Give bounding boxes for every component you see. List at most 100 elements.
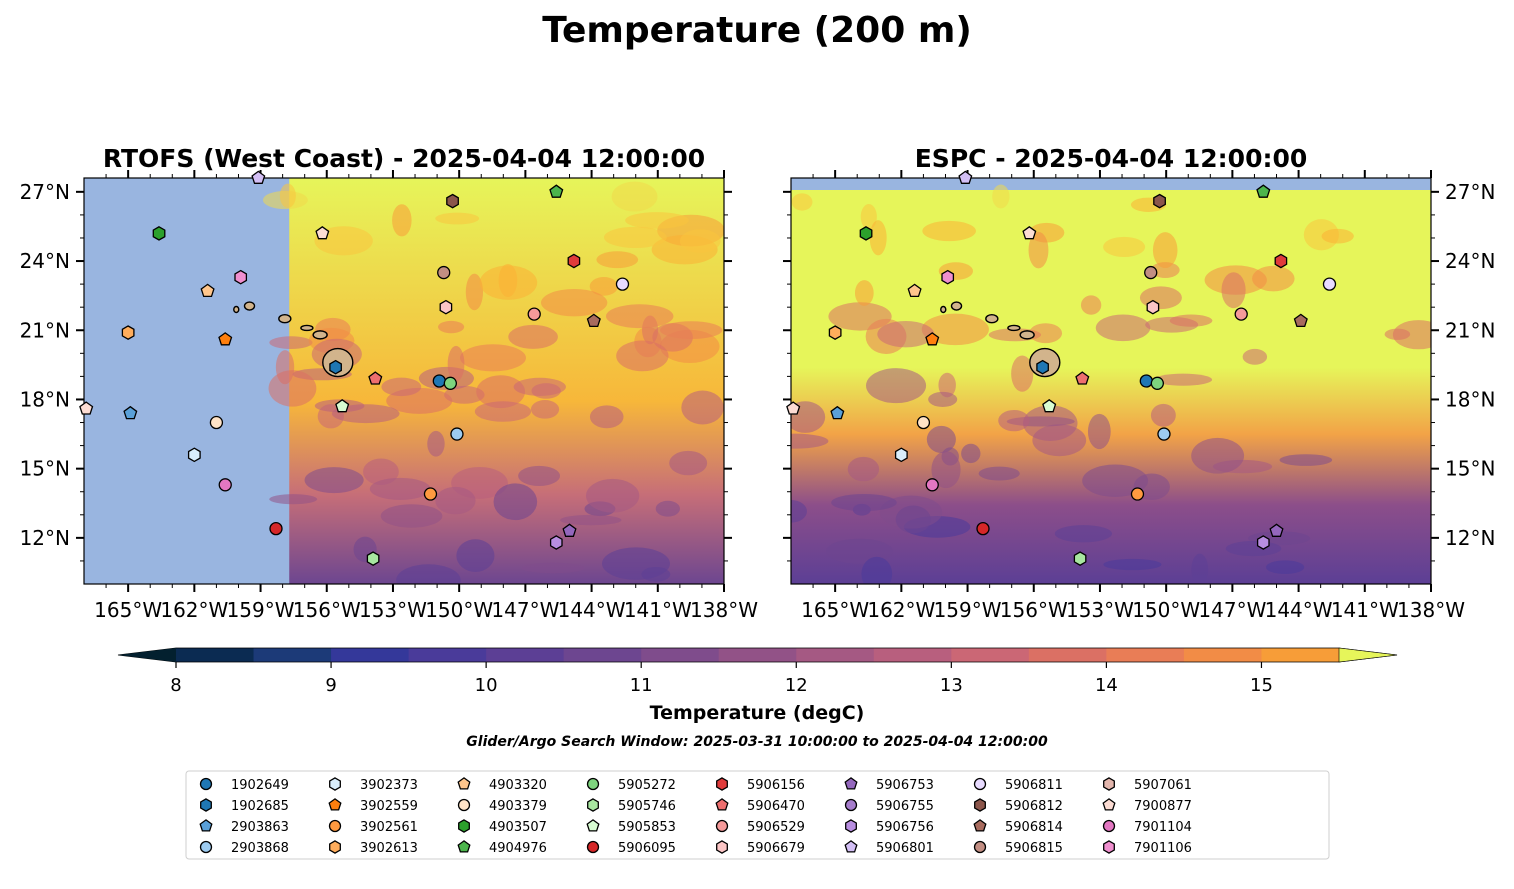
contour-patch bbox=[1384, 328, 1411, 340]
x-tick-label: 150°W bbox=[425, 598, 493, 622]
colorbar-tick-label: 13 bbox=[940, 675, 963, 696]
legend-item: 3902373 bbox=[329, 777, 418, 793]
contour-patch bbox=[1279, 454, 1333, 466]
legend-item: 4904976 bbox=[457, 840, 547, 856]
colorbar-tick-label: 15 bbox=[1250, 675, 1273, 696]
contour-patch bbox=[396, 564, 461, 584]
island bbox=[233, 305, 240, 314]
legend-item: 5906815 bbox=[973, 840, 1063, 856]
map-rtofs bbox=[84, 178, 724, 584]
legend-label: 5906756 bbox=[876, 820, 934, 835]
island bbox=[950, 301, 963, 311]
legend-marker bbox=[845, 819, 857, 833]
float-marker-5906814 bbox=[1293, 313, 1308, 328]
contour-patch bbox=[596, 251, 639, 269]
colorbar-ticks: 8 9 10 11 12 13 14 15 bbox=[170, 662, 1273, 696]
legend-marker bbox=[586, 777, 600, 791]
contour-patch bbox=[978, 466, 1020, 481]
float-marker-7901104 bbox=[925, 478, 939, 492]
y-tick-label: 18°N bbox=[1445, 387, 1495, 411]
float-marker-5906679 bbox=[439, 299, 453, 315]
contour-patch bbox=[641, 566, 671, 582]
legend-label: 5906529 bbox=[747, 820, 805, 835]
contour-patch bbox=[847, 456, 880, 482]
colorbar-segment bbox=[563, 648, 642, 662]
contour-patch bbox=[381, 377, 422, 397]
legend-label: 3902561 bbox=[360, 820, 418, 835]
axis-ticks: 165°W162°W159°W156°W153°W150°W147°W144°W… bbox=[20, 170, 758, 622]
contour-patch bbox=[1191, 553, 1209, 584]
colorbar-extend-high bbox=[1338, 647, 1398, 663]
float-marker-5906470 bbox=[1075, 371, 1090, 385]
float-marker-7901106 bbox=[941, 269, 955, 285]
contour-patch bbox=[1103, 236, 1146, 258]
contour-patch bbox=[540, 288, 608, 317]
float-marker-5906470 bbox=[368, 371, 383, 385]
contour-patch bbox=[679, 229, 721, 253]
float-marker-3902561 bbox=[1130, 487, 1145, 501]
contour-patch bbox=[928, 391, 958, 407]
float-marker-5906812 bbox=[1153, 193, 1166, 209]
colorbar-segment bbox=[873, 648, 952, 662]
y-tick-label: 24°N bbox=[20, 249, 70, 273]
legend: 1902649 1902685 2903863 2903868 3902373 39025… bbox=[185, 770, 1330, 860]
contour-patch bbox=[435, 212, 480, 225]
legend-marker bbox=[1103, 777, 1115, 791]
legend-marker bbox=[715, 819, 729, 833]
x-tick-label: 138°W bbox=[690, 598, 758, 622]
float-marker-5905272 bbox=[443, 376, 457, 390]
contour-patch bbox=[380, 504, 443, 528]
contour-patch bbox=[476, 375, 526, 409]
legend-label: 4904976 bbox=[489, 841, 547, 856]
legend-marker bbox=[328, 819, 342, 833]
legend-label: 4903320 bbox=[489, 778, 547, 793]
legend-marker bbox=[716, 840, 728, 854]
legend-marker bbox=[458, 819, 470, 833]
contour-patch bbox=[369, 477, 431, 501]
float-marker-4903320 bbox=[200, 283, 215, 298]
y-tick-label: 15°N bbox=[1445, 457, 1495, 481]
island bbox=[940, 305, 947, 314]
float-marker-2903868 bbox=[450, 427, 464, 441]
legend-item: 7900877 bbox=[1102, 798, 1192, 814]
legend-frame bbox=[185, 770, 1330, 860]
legend-item: 5906095 bbox=[586, 840, 676, 856]
contour-patch bbox=[363, 458, 399, 485]
x-tick-label: 156°W bbox=[1000, 598, 1068, 622]
contour-patch bbox=[861, 556, 893, 584]
float-marker-5906679 bbox=[1146, 299, 1160, 315]
float-marker-5906529 bbox=[527, 307, 541, 321]
legend-label: 5905746 bbox=[618, 799, 676, 814]
contour-patch bbox=[279, 183, 296, 208]
contour-patch bbox=[998, 409, 1030, 432]
float-marker-5906756 bbox=[1256, 535, 1270, 550]
contour-patch bbox=[604, 226, 667, 249]
map-espc bbox=[791, 178, 1431, 584]
panel-espc: ESPC - 2025-04-04 12:00:00 165°W162°W159… bbox=[783, 144, 1495, 622]
contour-patch bbox=[1054, 525, 1113, 543]
legend-marker bbox=[973, 819, 987, 832]
contour-patch bbox=[854, 280, 874, 306]
contour-patch bbox=[625, 212, 689, 229]
colorbar-segment bbox=[253, 648, 332, 662]
colorbar-extend-low bbox=[118, 648, 176, 662]
island bbox=[300, 324, 314, 332]
x-tick-label: 153°W bbox=[359, 598, 427, 622]
y-tick-label: 27°N bbox=[1445, 180, 1495, 204]
contour-patch bbox=[938, 372, 956, 398]
y-tick-label: 15°N bbox=[20, 457, 70, 481]
contour-patch bbox=[860, 204, 877, 230]
contour-patch bbox=[1080, 295, 1102, 315]
float-marker-7900877 bbox=[1022, 225, 1037, 240]
legend-item: 5906812 bbox=[974, 798, 1063, 814]
axes-frame bbox=[83, 177, 725, 585]
contour-patch bbox=[791, 433, 829, 449]
legend-item: 5906801 bbox=[844, 840, 934, 856]
colorbar-segment bbox=[1028, 648, 1107, 662]
contour-patch bbox=[1191, 437, 1245, 474]
legend-label: 5906814 bbox=[1005, 820, 1063, 835]
colorbar-segment bbox=[408, 648, 487, 662]
x-tick-label: 159°W bbox=[227, 598, 295, 622]
contour-patch bbox=[791, 193, 813, 211]
